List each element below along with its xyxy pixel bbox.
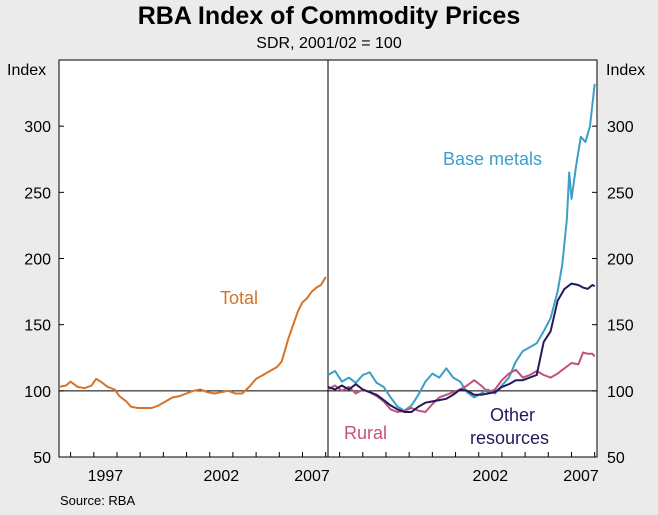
y-tick-label-right: 150: [607, 318, 634, 335]
y-tick-label-right: 250: [607, 185, 634, 202]
y-tick-label-left: 300: [24, 119, 51, 136]
y-tick-label-right: 300: [607, 119, 634, 136]
y-tick-label-right: 50: [607, 450, 625, 467]
y-axis-label-left: Index: [7, 62, 46, 79]
y-tick-label-right: 200: [607, 252, 634, 269]
series-line-other-resources: [327, 282, 596, 413]
y-tick-label-left: 150: [24, 318, 51, 335]
x-tick-label: 2002: [204, 468, 240, 485]
chart-subtitle: SDR, 2001/02 = 100: [256, 35, 402, 52]
chart-source: Source: RBA: [60, 493, 136, 508]
y-tick-label-left: 100: [24, 384, 51, 401]
series-label-base-metals: Base metals: [443, 149, 542, 169]
series-label-other-resources-line2: resources: [470, 428, 549, 448]
x-tick-label: 2002: [473, 468, 509, 485]
x-tick-label: 2007: [563, 468, 599, 485]
y-tick-label-left: 250: [24, 185, 51, 202]
chart-title: RBA Index of Commodity Prices: [137, 2, 521, 30]
y-tick-label-left: 50: [33, 450, 51, 467]
y-tick-label-right: 100: [607, 384, 634, 401]
series-line-base-metals: [327, 83, 596, 412]
series-label-other-resources-line1: Other: [490, 405, 535, 425]
series-layer: [58, 83, 596, 413]
series-label-total: Total: [220, 288, 258, 308]
y-axis-label-right: Index: [606, 62, 645, 79]
x-tick-label: 1997: [88, 468, 124, 485]
x-tick-label: 2007: [294, 468, 330, 485]
labels-layer: Index Index Total Base metals Rural Othe…: [7, 62, 645, 448]
series-label-rural: Rural: [344, 423, 387, 443]
axes-layer: 50 50 100 100 150 150 200 200 250 250 300 300 1997 20…: [24, 59, 634, 485]
series-line-total: [58, 276, 327, 409]
y-tick-label-left: 200: [24, 252, 51, 269]
